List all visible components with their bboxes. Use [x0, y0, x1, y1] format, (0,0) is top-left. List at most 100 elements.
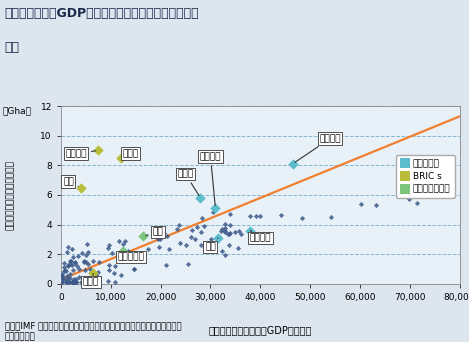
- Point: [88, 280, 96, 285]
- Text: アメリカ: アメリカ: [295, 134, 341, 162]
- Point: [133, 255, 141, 261]
- Text: 資料：IMF 統計及びグローバル・フットプリント・ネットワークより環境
　　　省作成: 資料：IMF 統計及びグローバル・フットプリント・ネットワークより環境 省作成: [5, 321, 182, 341]
- Point: [395, 182, 403, 188]
- Point: [70, 280, 77, 285]
- Text: 人口一人当たりの実質GDP（ドル）: 人口一人当たりの実質GDP（ドル）: [209, 325, 312, 335]
- Point: [83, 279, 91, 284]
- Point: [395, 179, 403, 184]
- Point: [66, 261, 74, 267]
- Point: [87, 269, 95, 275]
- Point: [69, 255, 77, 260]
- Point: [221, 252, 228, 257]
- Text: チリ: チリ: [146, 227, 164, 236]
- Point: [65, 263, 72, 268]
- Point: [221, 228, 229, 234]
- Point: [80, 260, 87, 265]
- Point: [59, 272, 66, 277]
- Point: [64, 250, 71, 255]
- Point: [218, 248, 226, 253]
- Point: [139, 234, 147, 239]
- Point: [62, 277, 69, 282]
- Point: [163, 234, 170, 239]
- Point: [67, 258, 74, 264]
- Point: [112, 263, 119, 268]
- Point: [70, 280, 78, 285]
- Point: [173, 227, 181, 232]
- Point: [81, 267, 89, 273]
- Point: [422, 192, 430, 197]
- Point: [83, 260, 90, 265]
- Point: [105, 267, 113, 273]
- Text: ブラジル: ブラジル: [65, 149, 96, 158]
- Point: [70, 279, 78, 285]
- Point: [413, 200, 421, 205]
- Point: [105, 242, 113, 248]
- Point: [117, 272, 124, 278]
- Text: エコロジカルフットプリント: エコロジカルフットプリント: [6, 160, 15, 230]
- Point: [198, 215, 206, 220]
- Point: [59, 276, 67, 282]
- Point: [247, 228, 254, 233]
- Text: （Gha）: （Gha）: [2, 106, 31, 115]
- Point: [121, 238, 129, 244]
- Point: [84, 261, 92, 266]
- Point: [226, 232, 233, 237]
- Point: [85, 279, 92, 285]
- Point: [214, 235, 222, 241]
- Point: [256, 214, 264, 219]
- Point: [327, 214, 334, 220]
- Point: [79, 280, 87, 285]
- Point: [80, 259, 88, 264]
- Point: [58, 280, 66, 285]
- Point: [92, 272, 99, 277]
- Point: [188, 227, 196, 233]
- Point: [72, 280, 80, 285]
- Point: [66, 280, 73, 285]
- Point: [226, 222, 234, 228]
- Point: [130, 266, 138, 272]
- Point: [154, 236, 162, 242]
- Point: [69, 280, 77, 285]
- Point: [157, 236, 164, 242]
- Point: [130, 267, 137, 272]
- Point: [74, 253, 82, 259]
- Point: [60, 260, 68, 265]
- Text: 中国: 中国: [63, 177, 78, 186]
- Point: [64, 280, 71, 285]
- Point: [124, 249, 131, 254]
- Point: [246, 213, 253, 219]
- Point: [94, 269, 102, 275]
- Point: [219, 226, 226, 232]
- Text: 南アフリカ: 南アフリカ: [117, 253, 144, 262]
- Point: [289, 161, 296, 167]
- Point: [68, 263, 76, 268]
- Point: [71, 280, 78, 285]
- Point: [221, 222, 228, 227]
- Point: [222, 225, 229, 231]
- Point: [115, 239, 122, 244]
- Point: [298, 216, 306, 221]
- Point: [61, 267, 68, 273]
- Point: [108, 251, 115, 256]
- Point: [225, 242, 233, 247]
- Point: [69, 279, 76, 284]
- Point: [119, 241, 127, 247]
- Point: [221, 229, 228, 235]
- Point: [197, 229, 204, 235]
- Point: [67, 258, 74, 264]
- Point: [252, 213, 260, 219]
- Point: [105, 278, 112, 284]
- Point: [372, 202, 379, 208]
- Point: [70, 277, 77, 282]
- Point: [76, 266, 83, 272]
- Text: 日本: 日本: [205, 238, 218, 251]
- Text: ロシア: ロシア: [123, 149, 139, 158]
- Point: [246, 231, 254, 236]
- Point: [72, 276, 79, 281]
- Point: [160, 231, 168, 236]
- Point: [68, 280, 76, 285]
- Point: [215, 234, 222, 239]
- Point: [155, 244, 163, 250]
- Text: インド: インド: [83, 274, 99, 286]
- Point: [234, 245, 242, 251]
